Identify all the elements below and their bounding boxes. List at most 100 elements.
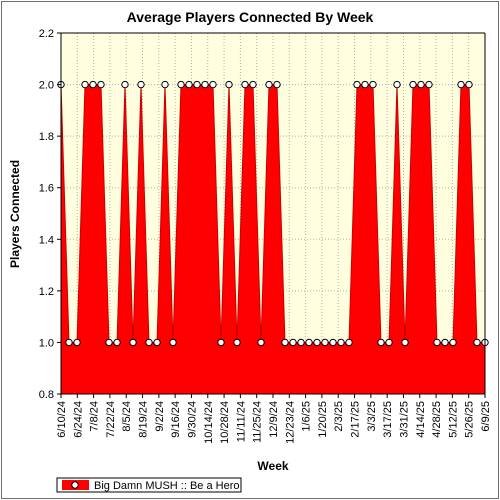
x-tick-label: 7/22/24 bbox=[105, 401, 117, 438]
data-point bbox=[89, 80, 97, 89]
data-point bbox=[129, 338, 137, 347]
legend-box bbox=[56, 477, 242, 493]
data-point bbox=[473, 338, 481, 347]
x-tick-labels: 6/10/24 6/24/24 7/8/24 7/22/24 8/5/24 8/19/24… bbox=[56, 394, 492, 444]
x-tick-label: 10/28/24 bbox=[219, 401, 231, 444]
data-point bbox=[241, 80, 249, 89]
x-tick-label: 1/6/25 bbox=[301, 401, 313, 432]
x-tick-label: 4/28/25 bbox=[431, 401, 443, 438]
data-point bbox=[329, 338, 337, 347]
data-point bbox=[417, 80, 425, 89]
data-point bbox=[97, 80, 105, 89]
data-point bbox=[321, 338, 329, 347]
x-tick-label: 5/12/25 bbox=[447, 401, 459, 438]
data-point bbox=[313, 338, 321, 347]
x-tick-label: 7/8/24 bbox=[89, 401, 101, 432]
y-tick-label: 2.2 bbox=[39, 28, 54, 40]
data-point bbox=[337, 338, 345, 347]
data-point bbox=[105, 338, 113, 347]
data-point bbox=[193, 80, 201, 89]
series-area bbox=[60, 84, 485, 394]
data-markers bbox=[57, 80, 489, 347]
data-point bbox=[289, 338, 297, 347]
data-point bbox=[137, 80, 145, 89]
y-tick-label: 2.0 bbox=[39, 80, 54, 92]
x-tick-label: 9/16/24 bbox=[170, 401, 182, 438]
data-point bbox=[281, 338, 289, 347]
x-tick-label: 2/17/25 bbox=[350, 401, 362, 438]
data-point bbox=[393, 80, 401, 89]
data-point bbox=[401, 338, 409, 347]
data-point bbox=[273, 80, 281, 89]
data-point bbox=[153, 338, 161, 347]
data-point bbox=[225, 80, 233, 89]
y-tick-label: 1.8 bbox=[39, 131, 54, 143]
x-tick-label: 1/20/25 bbox=[317, 401, 329, 438]
x-tick-label: 12/23/24 bbox=[284, 401, 296, 444]
x-tick-label: 3/3/25 bbox=[366, 401, 378, 432]
y-axis-title: Players Connected bbox=[8, 160, 22, 268]
data-point bbox=[185, 80, 193, 89]
data-point bbox=[233, 338, 241, 347]
x-tick-label: 9/2/24 bbox=[154, 401, 166, 432]
x-tick-label: 12/9/24 bbox=[268, 401, 280, 438]
data-point bbox=[161, 80, 169, 89]
chart-title: Average Players Connected By Week bbox=[127, 9, 374, 25]
data-point bbox=[177, 80, 185, 89]
series-fill bbox=[61, 84, 485, 394]
x-axis-title: Week bbox=[257, 459, 288, 473]
data-point bbox=[409, 80, 417, 89]
x-tick-label: 3/31/25 bbox=[398, 401, 410, 438]
x-tick-label: 6/10/24 bbox=[56, 401, 68, 438]
data-point bbox=[369, 80, 377, 89]
data-point bbox=[385, 338, 393, 347]
data-point bbox=[81, 80, 89, 89]
data-point bbox=[345, 338, 353, 347]
data-point bbox=[465, 80, 473, 89]
data-point bbox=[121, 80, 129, 89]
data-point bbox=[201, 80, 209, 89]
y-tick-label: 1.0 bbox=[39, 337, 54, 349]
x-tick-label: 9/30/24 bbox=[186, 401, 198, 438]
x-tick-label: 11/25/24 bbox=[252, 401, 264, 443]
data-point bbox=[297, 338, 305, 347]
data-point bbox=[441, 338, 449, 347]
legend: Big Damn MUSH :: Be a Hero bbox=[56, 477, 242, 493]
x-tick-label: 6/9/25 bbox=[480, 401, 492, 432]
x-tick-label: 6/24/24 bbox=[72, 401, 84, 438]
y-tick-labels: 0.8 1.0 1.2 1.4 1.6 1.8 2.0 2.2 bbox=[39, 28, 61, 401]
x-tick-label: 4/14/25 bbox=[415, 401, 427, 438]
data-point bbox=[353, 80, 361, 89]
y-tick-label: 1.4 bbox=[39, 234, 54, 246]
data-point bbox=[113, 338, 121, 347]
data-point bbox=[249, 80, 257, 89]
data-point bbox=[169, 338, 177, 347]
data-point bbox=[457, 80, 465, 89]
data-point bbox=[305, 338, 313, 347]
data-point bbox=[361, 80, 369, 89]
data-point bbox=[265, 80, 273, 89]
x-tick-label: 5/26/25 bbox=[464, 401, 476, 438]
data-point bbox=[145, 338, 153, 347]
data-point bbox=[217, 338, 225, 347]
data-point bbox=[257, 338, 265, 347]
x-tick-label: 10/14/24 bbox=[203, 401, 215, 444]
y-tick-label: 1.6 bbox=[39, 183, 54, 195]
data-point bbox=[425, 80, 433, 89]
x-tick-label: 2/3/25 bbox=[333, 401, 345, 432]
data-point bbox=[209, 80, 217, 89]
data-point bbox=[377, 338, 385, 347]
x-tick-label: 11/11/24 bbox=[235, 401, 247, 442]
data-point bbox=[449, 338, 457, 347]
grid bbox=[60, 33, 486, 394]
x-tick-label: 8/19/24 bbox=[138, 401, 150, 438]
data-point bbox=[73, 338, 81, 347]
data-point bbox=[433, 338, 441, 347]
x-tick-label: 3/17/25 bbox=[382, 401, 394, 438]
y-tick-label: 1.2 bbox=[39, 286, 54, 298]
y-tick-label: 0.8 bbox=[39, 389, 54, 401]
x-tick-label: 8/5/24 bbox=[121, 401, 133, 432]
data-point bbox=[65, 338, 73, 347]
legend-label: Big Damn MUSH :: Be a Hero bbox=[94, 480, 240, 492]
